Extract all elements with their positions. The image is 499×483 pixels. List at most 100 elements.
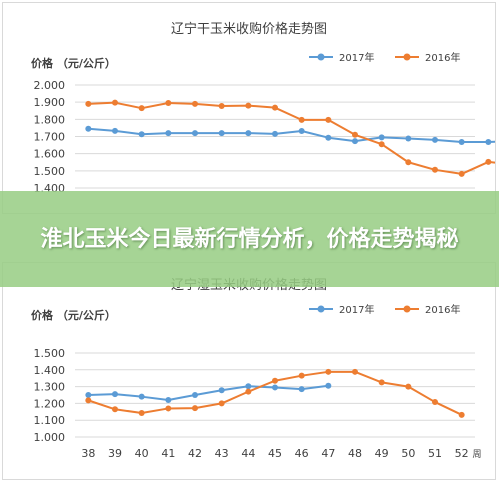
- data-point-2016: [245, 102, 252, 109]
- x-tick-label: 47: [321, 447, 335, 460]
- legend-marker: [403, 53, 411, 61]
- legend-marker: [317, 53, 325, 61]
- data-point-2016: [352, 131, 358, 138]
- x-tick-label: 52: [455, 447, 469, 460]
- data-point-2017: [138, 393, 145, 400]
- chart-panel-wet-corn: 辽宁湿玉米收购价格走势图2017年2016年价格 （元/公斤）1.5001.40…: [2, 262, 496, 480]
- legend-label: 2017年: [339, 303, 374, 316]
- data-point-2017: [218, 387, 225, 394]
- x-tick-label: 42: [188, 447, 202, 460]
- legend-label: 2017年: [339, 51, 374, 64]
- data-point-2016: [112, 406, 118, 413]
- y-axis-label: 价格 （元/公斤）: [31, 308, 116, 322]
- data-point-2017: [192, 130, 198, 137]
- data-point-2017: [458, 138, 465, 145]
- data-point-2017: [298, 386, 305, 393]
- x-tick-label: 44: [241, 447, 255, 460]
- data-point-2017: [325, 134, 332, 141]
- y-tick-label: 1.100: [34, 414, 66, 427]
- data-point-2016: [352, 368, 358, 375]
- legend-marker: [317, 305, 325, 313]
- data-point-2017: [138, 131, 145, 138]
- data-point-2016: [405, 383, 412, 390]
- data-point-2016: [432, 399, 438, 406]
- chart-panel-dry-corn: 辽宁干玉米收购价格走势图 2017年 2016年 价格 （元/公斤） 2.000 1.90…: [2, 2, 499, 214]
- data-point-2017: [485, 138, 492, 145]
- y-tick-label: 1.600: [34, 148, 66, 161]
- data-point-2017: [298, 128, 305, 135]
- data-point-2017: [245, 130, 252, 137]
- data-point-2017: [85, 392, 92, 398]
- data-point-2016: [325, 368, 332, 375]
- y-tick-label: 1.800: [34, 113, 66, 126]
- data-point-2016: [138, 409, 145, 416]
- x-tick-label: 43: [215, 447, 229, 460]
- y-tick-label: 1.500: [34, 165, 66, 178]
- x-tick-label: 41: [161, 447, 175, 460]
- data-point-2017: [165, 397, 172, 404]
- headline-title: 淮北玉米今日最新行情分析，价格走势揭秘: [40, 226, 459, 252]
- x-tick-label: 51: [428, 447, 442, 460]
- data-point-2016: [85, 397, 92, 404]
- chart-title: 辽宁干玉米收购价格走势图: [171, 21, 327, 37]
- data-point-2016: [165, 100, 172, 107]
- data-point-2017: [192, 392, 198, 398]
- chart-dry-corn: 辽宁干玉米收购价格走势图 2017年 2016年 价格 （元/公斤） 2.000 1.90…: [31, 21, 499, 195]
- data-point-2017: [432, 136, 438, 143]
- data-point-2016: [458, 170, 465, 177]
- data-point-2017: [272, 130, 278, 137]
- data-point-2016: [85, 100, 92, 107]
- data-point-2016: [432, 166, 438, 173]
- legend-marker: [403, 305, 411, 313]
- x-tick-label: 40: [135, 447, 149, 460]
- x-tick-label: 38: [81, 447, 95, 460]
- legend-label: 2016年: [425, 51, 460, 64]
- data-point-2017: [378, 134, 385, 141]
- data-point-2016: [245, 388, 252, 395]
- data-point-2017: [245, 383, 252, 390]
- data-point-2017: [218, 130, 225, 137]
- data-point-2017: [405, 135, 412, 142]
- y-tick-label: 2.000: [34, 79, 66, 92]
- y-axis-label: 价格 （元/公斤）: [31, 56, 116, 70]
- series-line-2017: [88, 384, 329, 402]
- data-point-2016: [165, 405, 172, 412]
- y-tick-label: 1.000: [34, 431, 66, 444]
- data-point-2016: [192, 405, 198, 412]
- data-point-2016: [192, 100, 198, 107]
- x-tick-label: 39: [108, 447, 122, 460]
- data-point-2016: [325, 116, 332, 123]
- x-tick-label: 50: [401, 447, 415, 460]
- data-point-2016: [298, 116, 305, 123]
- y-tick-label: 1.400: [34, 364, 66, 377]
- data-point-2017: [325, 382, 332, 389]
- y-tick-label: 1.300: [34, 381, 66, 394]
- x-tick-label: 48: [348, 447, 362, 460]
- data-point-2017: [112, 391, 118, 398]
- data-point-2016: [218, 102, 225, 109]
- data-point-2017: [112, 127, 118, 134]
- x-tick-label: 49: [375, 447, 389, 460]
- x-tick-label: 46: [295, 447, 309, 460]
- data-point-2017: [85, 125, 92, 132]
- data-point-2016: [458, 411, 465, 418]
- data-point-2016: [218, 400, 225, 407]
- data-point-2016: [485, 158, 492, 165]
- x-tick-label: 45: [268, 447, 282, 460]
- data-point-2016: [405, 159, 412, 166]
- data-point-2016: [112, 99, 118, 106]
- data-point-2017: [272, 384, 278, 391]
- data-point-2016: [272, 104, 278, 111]
- data-point-2016: [378, 379, 385, 386]
- chart-wet-corn: 辽宁湿玉米收购价格走势图2017年2016年价格 （元/公斤）1.5001.40…: [31, 277, 482, 460]
- x-axis-label: 周: [472, 449, 481, 460]
- data-point-2016: [138, 105, 145, 112]
- y-tick-label: 1.900: [34, 96, 66, 109]
- legend-label: 2016年: [425, 303, 460, 316]
- y-tick-label: 1.500: [34, 347, 66, 360]
- data-point-2016: [298, 372, 305, 379]
- data-point-2017: [352, 138, 358, 145]
- data-point-2016: [378, 141, 385, 148]
- y-tick-label: 1.700: [34, 131, 66, 144]
